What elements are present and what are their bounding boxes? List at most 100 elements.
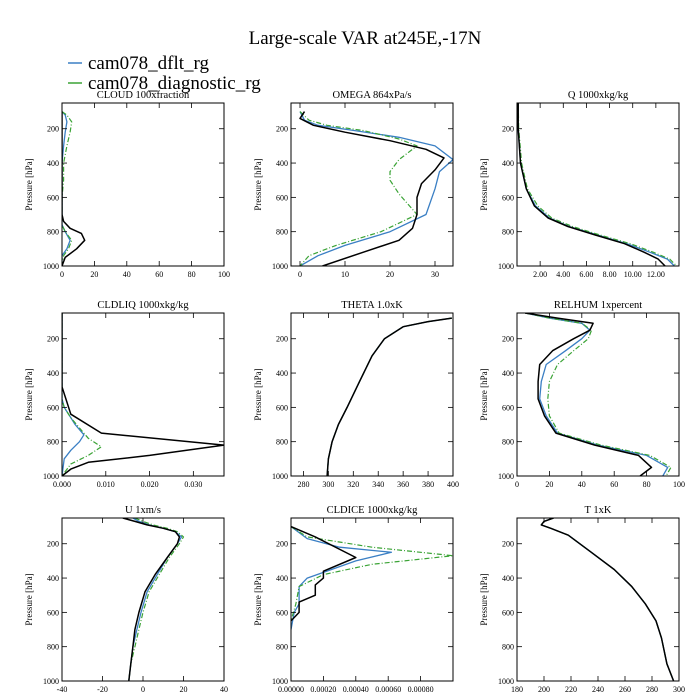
panel-theta: THETA 1.0xK 280 300 320 340 360 380 400 200 400 60… (253, 300, 459, 489)
series-line-obs (540, 518, 675, 681)
x-tick-label: 20 (386, 270, 394, 279)
y-tick-label: 1000 (272, 472, 288, 481)
x-tick-label: 260 (619, 685, 631, 694)
legend-label-model1: cam078_dflt_rg (88, 53, 210, 74)
x-tick-label: -40 (57, 685, 68, 694)
panel-cldice: CLDICE 1000xkg/kg 0.00000 0.00020 0.00040 0.… (253, 505, 454, 694)
x-tick-label: 0.00060 (375, 685, 401, 694)
x-tick-label: 100 (218, 270, 230, 279)
x-tick-label: 0.00000 (278, 685, 304, 694)
series-line-model2 (524, 313, 672, 476)
series-line-model1 (517, 103, 675, 266)
y-tick-label: 200 (502, 335, 514, 344)
panel-omega: OMEGA 864xPa/s 0 10 20 30 200 400 600 800 1000 Pre… (253, 90, 454, 279)
y-tick-label: 1000 (272, 262, 288, 271)
y-tick-label: 600 (47, 193, 59, 202)
panel-title: U 1xm/s (125, 505, 161, 516)
x-tick-label: 40 (578, 480, 586, 489)
series-line-model2 (62, 313, 103, 476)
panel-t: T 1xK 180 200 220 240 260 280 300 200 400 600 800 10… (479, 505, 685, 694)
panel-u: U 1xm/s -40 -20 0 20 40 200 400 600 800 1000 Pressu… (24, 505, 228, 694)
x-tick-label: 340 (372, 480, 384, 489)
panel-title: Q 1000xkg/kg (568, 90, 629, 101)
panel-title: RELHUM 1xpercent (554, 300, 642, 311)
x-tick-label: -20 (97, 685, 108, 694)
x-tick-label: 300 (673, 685, 685, 694)
y-tick-label: 1000 (43, 677, 59, 686)
x-tick-label: 280 (297, 480, 309, 489)
x-tick-label: 40 (220, 685, 228, 694)
panel-cloud: CLOUD 100xfraction 0 20 40 60 80 100 200 400 600 8… (24, 90, 230, 279)
x-tick-label: 60 (610, 480, 618, 489)
series-line-model1 (540, 518, 675, 681)
series-line-model1 (128, 518, 183, 681)
plot-frame (61, 102, 225, 267)
series-line-model2 (326, 317, 452, 476)
panel-title: T 1xK (585, 505, 612, 516)
y-tick-label: 1000 (498, 472, 514, 481)
x-tick-label: 20 (545, 480, 553, 489)
y-axis-label: Pressure [hPa] (24, 158, 34, 210)
y-axis-label: Pressure [hPa] (253, 368, 263, 420)
y-tick-label: 800 (276, 438, 288, 447)
series-line-model2 (517, 103, 678, 266)
x-tick-label: 0.020 (141, 480, 159, 489)
y-tick-label: 400 (47, 369, 59, 378)
y-tick-label: 200 (502, 540, 514, 549)
panel-title: OMEGA 864xPa/s (332, 90, 411, 101)
y-axis-label: Pressure [hPa] (24, 573, 34, 625)
y-tick-label: 600 (502, 608, 514, 617)
y-tick-label: 1000 (43, 262, 59, 271)
x-tick-label: 300 (322, 480, 334, 489)
series-line-model1 (326, 317, 452, 476)
plot-frame (516, 102, 680, 267)
series-line-obs (524, 313, 653, 476)
x-tick-label: 220 (565, 685, 577, 694)
legend: cam078_dflt_rg cam078_diagnostic_rg (68, 53, 261, 94)
x-tick-label: 0 (60, 270, 64, 279)
legend-label-model2: cam078_diagnostic_rg (88, 73, 261, 94)
x-tick-label: 80 (643, 480, 651, 489)
plot-frame (516, 312, 680, 477)
x-tick-label: 180 (511, 685, 523, 694)
x-tick-label: 40 (123, 270, 131, 279)
x-tick-label: 20 (90, 270, 98, 279)
y-tick-label: 800 (502, 438, 514, 447)
y-tick-label: 600 (502, 193, 514, 202)
y-tick-label: 600 (276, 193, 288, 202)
x-tick-label: 4.00 (556, 270, 570, 279)
y-tick-label: 600 (276, 403, 288, 412)
y-tick-label: 400 (276, 574, 288, 583)
series-line-model1 (62, 313, 85, 476)
plot-frame (290, 517, 454, 682)
x-tick-label: 0 (141, 685, 145, 694)
y-tick-label: 200 (276, 540, 288, 549)
series-line-model1 (524, 313, 669, 476)
y-tick-label: 600 (502, 403, 514, 412)
y-tick-label: 1000 (498, 262, 514, 271)
panel-q: Q 1000xkg/kg 2.00 4.00 6.00 8.00 10.00 12.00 20… (479, 90, 680, 279)
y-tick-label: 800 (47, 643, 59, 652)
y-tick-label: 800 (276, 228, 288, 237)
y-tick-label: 400 (502, 574, 514, 583)
series-line-obs (291, 525, 357, 622)
x-tick-label: 20 (180, 685, 188, 694)
x-tick-label: 380 (422, 480, 434, 489)
series-line-model1 (299, 111, 453, 266)
y-tick-label: 800 (502, 228, 514, 237)
x-tick-label: 2.00 (533, 270, 547, 279)
y-tick-label: 1000 (272, 677, 288, 686)
y-axis-label: Pressure [hPa] (24, 368, 34, 420)
y-axis-label: Pressure [hPa] (253, 158, 263, 210)
x-tick-label: 0 (515, 480, 519, 489)
y-tick-label: 400 (276, 159, 288, 168)
panel-title: CLOUD 100xfraction (97, 90, 190, 101)
y-tick-label: 400 (502, 159, 514, 168)
x-tick-label: 0.00040 (343, 685, 369, 694)
x-tick-label: 100 (673, 480, 685, 489)
figure-title: Large-scale VAR at245E,-17N (249, 28, 482, 49)
y-tick-label: 200 (47, 540, 59, 549)
series-line-model1 (291, 526, 393, 630)
